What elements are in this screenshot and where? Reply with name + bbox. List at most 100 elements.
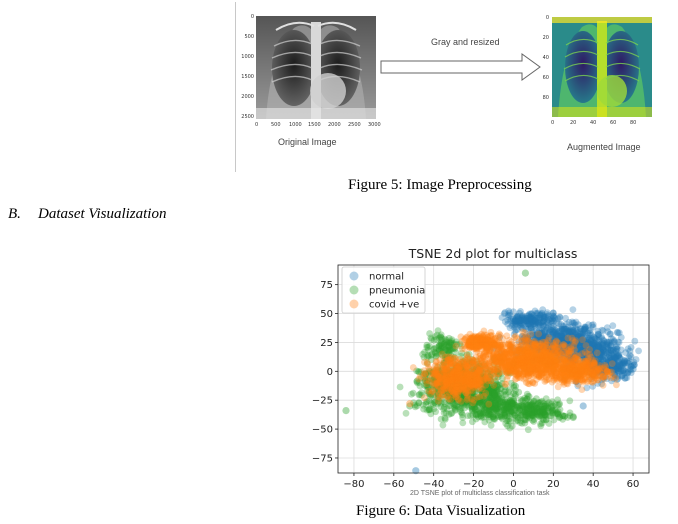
data-point xyxy=(470,373,478,380)
data-point xyxy=(584,357,592,365)
data-point xyxy=(437,399,445,407)
data-point xyxy=(564,346,572,353)
data-point xyxy=(416,382,424,390)
data-point xyxy=(446,392,453,400)
data-point xyxy=(527,336,534,344)
data-point xyxy=(549,326,557,334)
data-point xyxy=(597,351,604,359)
data-point xyxy=(462,386,470,394)
data-point xyxy=(552,352,559,360)
data-point xyxy=(469,394,476,402)
data-point xyxy=(558,339,566,347)
data-point xyxy=(627,353,635,360)
data-point xyxy=(567,356,575,363)
data-point xyxy=(551,343,559,351)
data-point xyxy=(488,395,496,402)
data-point xyxy=(566,354,574,362)
data-point xyxy=(575,339,583,347)
data-point xyxy=(522,337,529,344)
data-point xyxy=(443,405,451,413)
data-point xyxy=(614,338,622,346)
data-point xyxy=(590,339,597,346)
data-point xyxy=(518,332,526,340)
data-point xyxy=(582,325,590,333)
data-point xyxy=(522,323,529,331)
data-point xyxy=(501,380,509,388)
legend-label-covid: covid +ve xyxy=(369,300,419,311)
data-point xyxy=(531,318,539,326)
data-point xyxy=(590,345,598,353)
data-point xyxy=(445,383,452,391)
data-point xyxy=(595,344,603,351)
data-point xyxy=(535,335,543,342)
data-point xyxy=(556,373,564,381)
data-point xyxy=(535,318,543,326)
data-point xyxy=(592,359,599,367)
data-point xyxy=(453,375,460,383)
data-point xyxy=(590,355,598,363)
data-point xyxy=(566,326,574,334)
data-point xyxy=(452,381,459,388)
data-point xyxy=(439,361,446,369)
data-point xyxy=(575,350,583,357)
data-point xyxy=(491,391,499,399)
data-point xyxy=(581,343,589,350)
data-point xyxy=(484,369,492,377)
tick-label: 0 xyxy=(250,14,254,20)
data-point xyxy=(531,333,539,341)
data-point xyxy=(433,385,441,393)
data-point xyxy=(422,370,430,378)
data-point xyxy=(567,345,575,353)
data-point xyxy=(485,390,492,397)
data-point xyxy=(602,367,610,374)
data-point xyxy=(494,368,502,375)
data-point xyxy=(450,394,457,402)
data-point xyxy=(604,357,612,365)
data-point xyxy=(581,324,589,331)
data-point xyxy=(544,313,551,321)
data-point xyxy=(613,353,620,360)
data-point xyxy=(449,389,456,397)
data-point xyxy=(566,345,574,353)
data-point xyxy=(456,395,463,403)
tick-label: 0 xyxy=(545,15,549,21)
data-point xyxy=(608,368,615,376)
data-point xyxy=(453,364,460,372)
data-point xyxy=(512,320,519,327)
data-point xyxy=(584,349,592,356)
data-point xyxy=(480,369,487,377)
data-point xyxy=(525,311,533,319)
data-point xyxy=(583,338,591,346)
legend-label-pneumonia: pneumonia xyxy=(369,286,425,297)
data-point xyxy=(567,331,575,339)
data-point xyxy=(529,320,537,328)
data-point xyxy=(613,343,621,350)
data-point xyxy=(626,351,634,359)
data-point xyxy=(437,370,444,378)
data-point xyxy=(459,376,467,384)
data-point xyxy=(564,341,572,348)
data-point xyxy=(591,362,599,370)
data-point xyxy=(581,354,589,362)
data-point xyxy=(415,399,423,407)
data-point xyxy=(457,395,465,402)
right-arrow-icon xyxy=(380,53,541,81)
data-point xyxy=(622,349,629,356)
data-point xyxy=(486,393,494,401)
data-point xyxy=(561,335,569,343)
data-point xyxy=(415,368,423,376)
data-point xyxy=(561,349,568,357)
data-point xyxy=(535,344,542,351)
data-point xyxy=(459,379,466,387)
data-point xyxy=(544,355,552,362)
data-point xyxy=(606,366,614,374)
data-point xyxy=(529,343,536,351)
data-point xyxy=(489,389,496,397)
data-point xyxy=(492,377,500,385)
data-point xyxy=(582,344,589,352)
data-point xyxy=(486,366,494,374)
data-point xyxy=(592,359,600,367)
data-point xyxy=(562,340,569,347)
data-point xyxy=(627,369,635,377)
data-point xyxy=(621,360,628,367)
